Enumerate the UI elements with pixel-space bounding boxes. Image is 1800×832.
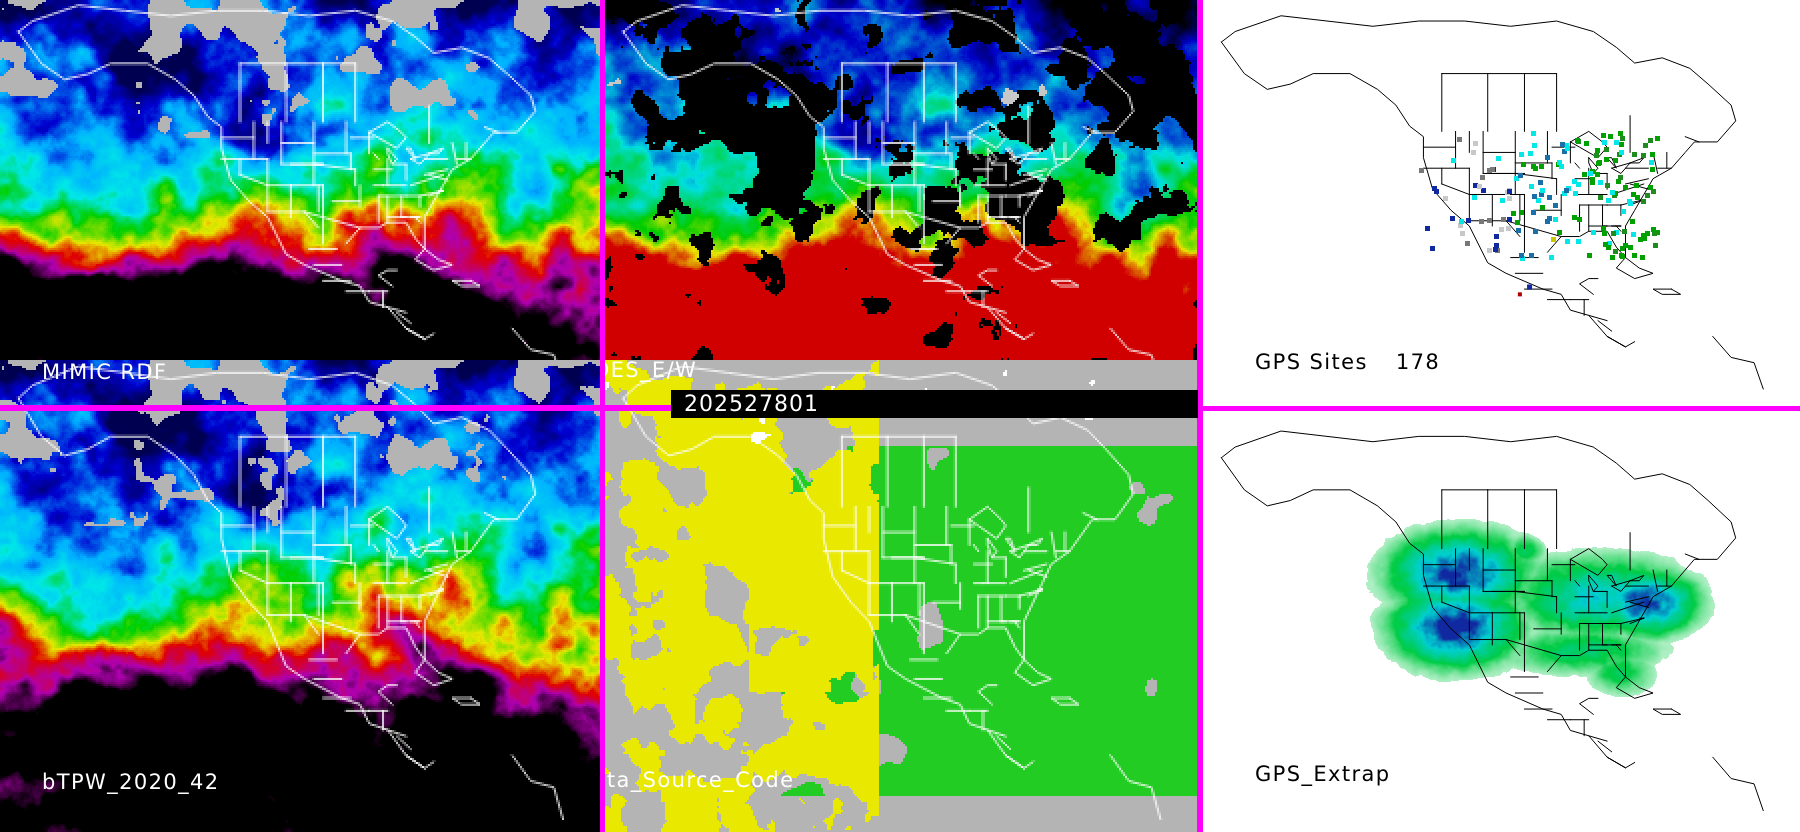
panel-goes-ew[interactable]: GOES_E/W bbox=[605, 0, 1197, 392]
separator-vertical-right bbox=[1197, 0, 1203, 832]
mimic-rdf-raster bbox=[0, 0, 600, 392]
gps-extrap-map bbox=[1203, 415, 1800, 832]
goes-ew-raster bbox=[605, 0, 1197, 392]
gps-sites-map bbox=[1203, 0, 1800, 410]
data-source-code-raster bbox=[605, 360, 1197, 832]
separator-horizontal-right bbox=[1203, 406, 1800, 411]
panel-mimic-rdf[interactable]: MIMIC RDF bbox=[0, 0, 600, 392]
timestamp-bar: 202527801 bbox=[671, 390, 1198, 418]
separator-vertical-left bbox=[600, 0, 605, 832]
panel-gps-sites[interactable]: GPS Sites 178 bbox=[1203, 0, 1800, 410]
panel-btpw[interactable]: bTPW_2020_42 bbox=[0, 360, 600, 832]
panel-data-source-code[interactable]: Data_Source_Code bbox=[605, 360, 1197, 832]
timestamp-text: 202527801 bbox=[684, 391, 819, 417]
panel-gps-extrap[interactable]: GPS_Extrap bbox=[1203, 415, 1800, 832]
separator-horizontal-left bbox=[0, 405, 600, 411]
btpw-raster bbox=[0, 360, 600, 832]
